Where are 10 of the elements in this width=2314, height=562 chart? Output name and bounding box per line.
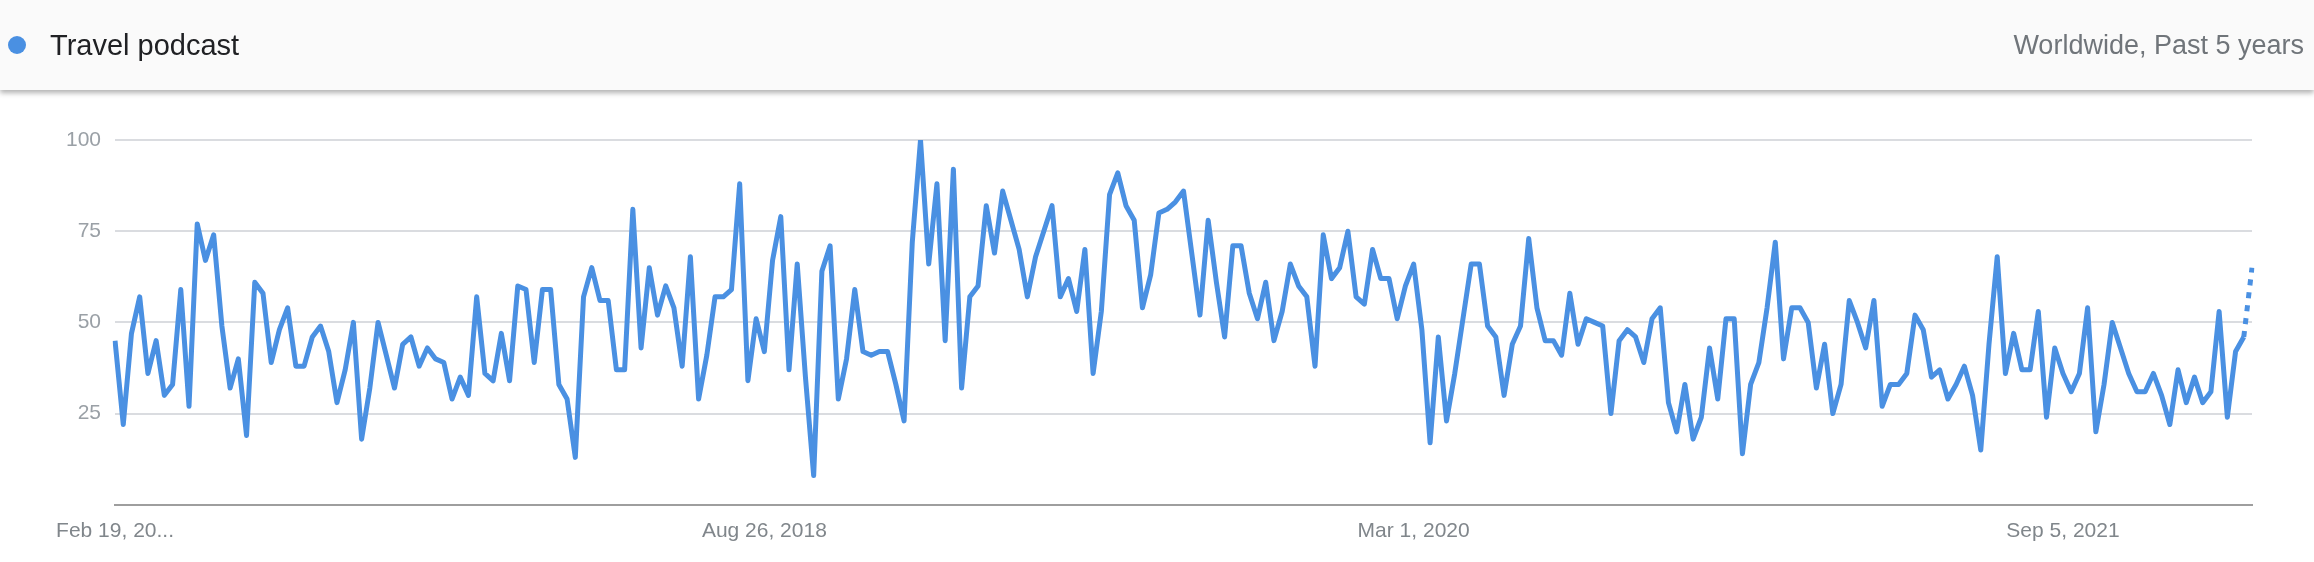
y-tick-label: 75 (77, 218, 102, 241)
x-tick-label: Sep 5, 2021 (2006, 518, 2120, 542)
y-tick-label: 100 (65, 126, 102, 150)
x-tick-label: Aug 26, 2018 (701, 518, 827, 542)
y-tick-label: 50 (77, 309, 102, 333)
chart-subtitle: Worldwide, Past 5 years (2013, 29, 2304, 61)
y-tick-label: 25 (77, 400, 102, 424)
x-tick-label: Mar 1, 2020 (1357, 518, 1470, 542)
x-tick-label: Feb 19, 20... (56, 518, 174, 542)
legend-label: Travel podcast (50, 28, 240, 62)
